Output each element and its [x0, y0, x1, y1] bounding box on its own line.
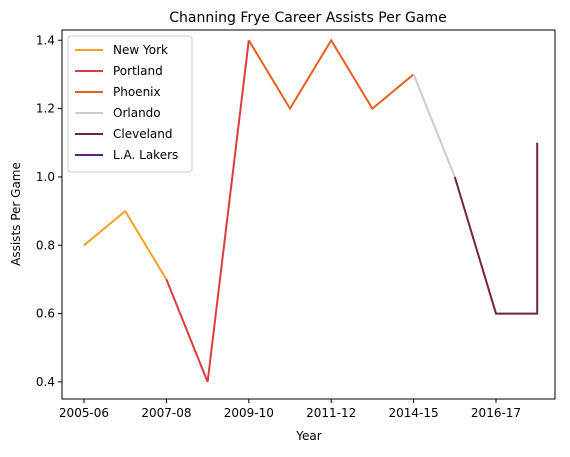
y-tick-label: 0.6: [36, 307, 55, 321]
x-tick-label: 2005-06: [59, 406, 109, 420]
y-tick-label: 1.2: [36, 102, 55, 116]
legend-label: Phoenix: [113, 85, 161, 99]
legend-label: L.A. Lakers: [113, 148, 178, 162]
y-tick-label: 0.4: [36, 375, 55, 389]
x-tick-label: 2009-10: [224, 406, 274, 420]
series-line-1: [165, 40, 250, 383]
legend-label: Orlando: [113, 106, 161, 120]
x-tick-label: 2016-17: [471, 406, 521, 420]
chart-title: Channing Frye Career Assists Per Game: [169, 10, 446, 26]
x-axis-label: Year: [295, 429, 321, 443]
legend-label: New York: [113, 43, 168, 57]
y-tick-label: 1.0: [36, 170, 55, 184]
y-axis-label: Assists Per Game: [9, 162, 23, 266]
series-lines: [83, 38, 539, 383]
x-tick-label: 2007-08: [141, 406, 191, 420]
x-tick-label: 2014-15: [389, 406, 439, 420]
y-tick-label: 1.4: [36, 33, 55, 47]
series-line-2: [247, 38, 415, 111]
y-tick-label: 0.8: [36, 238, 55, 252]
legend-label: Cleveland: [113, 127, 173, 141]
series-line-4: [453, 142, 539, 315]
legend: New York Portland Phoenix Orlando Cleveland L…: [67, 35, 193, 173]
legend-label: Portland: [113, 64, 163, 78]
y-axis: 0.4 0.6 0.8 1.0 1.2 1.4: [36, 33, 62, 389]
series-line-0: [83, 209, 168, 280]
x-axis: 2005-06 2007-08 2009-10 2011-12 2014-15 2016-…: [59, 399, 521, 420]
x-tick-label: 2011-12: [306, 406, 356, 420]
plot-area: [61, 29, 556, 400]
series-line-3: [412, 74, 456, 178]
